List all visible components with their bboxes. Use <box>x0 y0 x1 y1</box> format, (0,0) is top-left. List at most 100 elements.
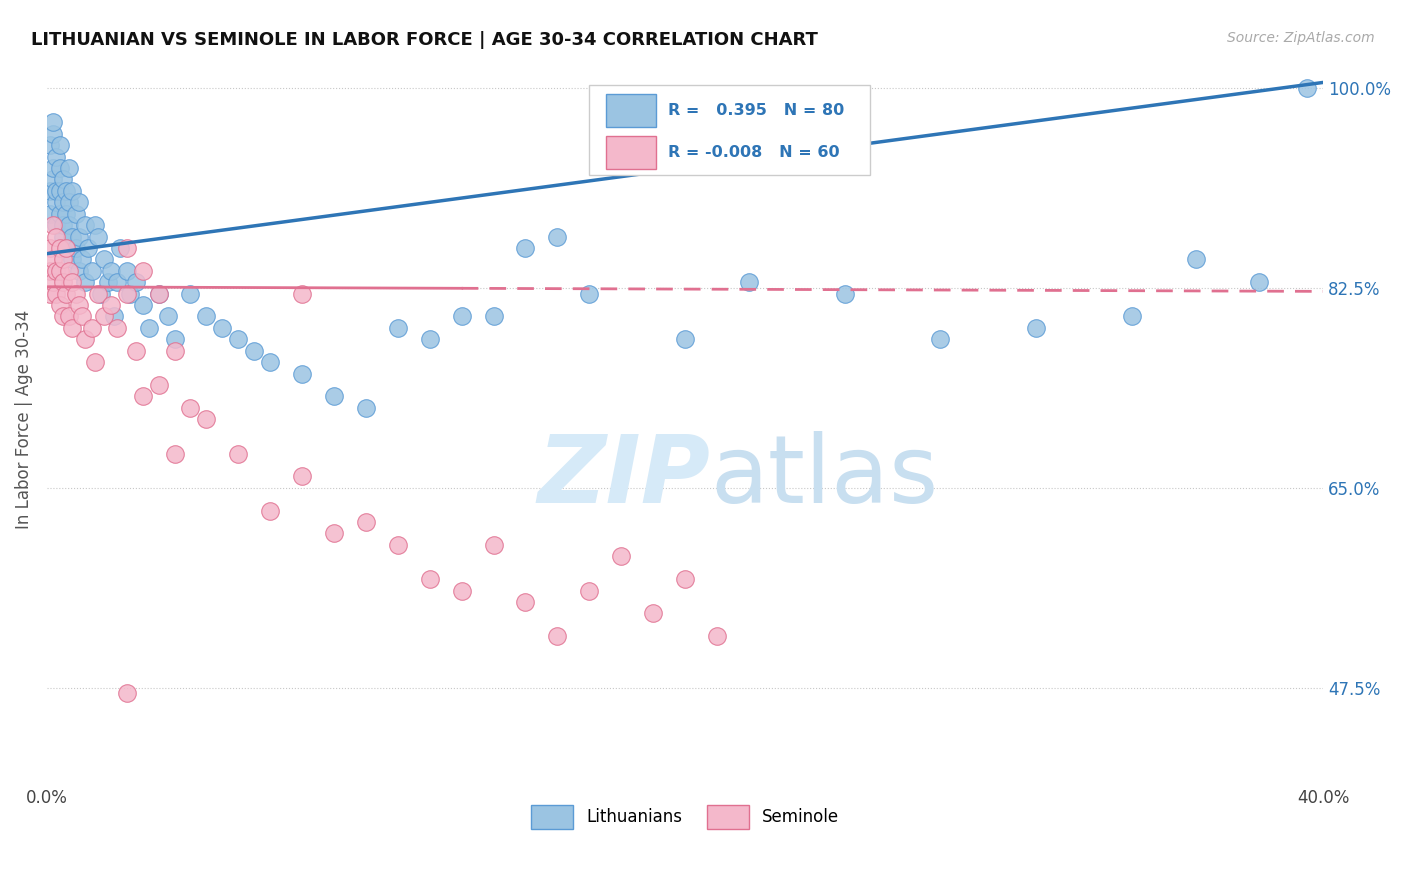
Point <box>48 184 70 198</box>
Point <box>419 572 441 586</box>
Point <box>1184 252 1206 267</box>
Point <box>115 286 138 301</box>
Point <box>70 310 93 324</box>
Text: atlas: atlas <box>710 431 939 523</box>
Point <box>195 412 218 426</box>
Point <box>93 310 115 324</box>
Point <box>834 286 856 301</box>
Point <box>706 629 728 643</box>
Text: R = -0.008   N = 60: R = -0.008 N = 60 <box>668 145 839 160</box>
Point <box>80 264 103 278</box>
Point <box>45 229 67 244</box>
Point <box>163 446 186 460</box>
Point <box>354 515 377 529</box>
Point <box>55 241 77 255</box>
FancyBboxPatch shape <box>589 85 870 175</box>
Point <box>48 138 70 153</box>
Point <box>52 252 75 267</box>
Point <box>228 446 250 460</box>
Point <box>131 389 153 403</box>
Point <box>39 286 62 301</box>
Point <box>58 310 80 324</box>
Point <box>115 686 138 700</box>
Point <box>610 549 633 564</box>
Y-axis label: In Labor Force | Age 30-34: In Labor Force | Age 30-34 <box>15 310 32 529</box>
Point <box>62 321 84 335</box>
Point <box>48 207 70 221</box>
FancyBboxPatch shape <box>606 95 655 128</box>
Point <box>75 332 97 346</box>
Point <box>179 286 201 301</box>
Point <box>450 583 472 598</box>
Point <box>515 241 537 255</box>
Point <box>75 275 97 289</box>
Point <box>105 321 128 335</box>
Point <box>62 275 84 289</box>
Point <box>55 286 77 301</box>
Point <box>1121 310 1143 324</box>
Point <box>58 218 80 232</box>
Point <box>100 264 122 278</box>
Point <box>65 241 87 255</box>
Point <box>929 332 952 346</box>
Point <box>1249 275 1271 289</box>
Point <box>39 184 62 198</box>
Point <box>65 207 87 221</box>
Point <box>578 286 600 301</box>
Point <box>45 218 67 232</box>
Point <box>96 275 118 289</box>
Point <box>83 355 105 369</box>
Point <box>45 150 67 164</box>
FancyBboxPatch shape <box>606 136 655 169</box>
Point <box>211 321 233 335</box>
Point <box>52 218 75 232</box>
Point <box>243 343 266 358</box>
Text: R =   0.395   N = 80: R = 0.395 N = 80 <box>668 103 845 118</box>
Point <box>48 264 70 278</box>
Point <box>45 195 67 210</box>
Point <box>131 264 153 278</box>
Point <box>62 229 84 244</box>
Point <box>323 526 346 541</box>
Point <box>482 538 505 552</box>
Point <box>75 218 97 232</box>
Point <box>42 218 65 232</box>
Point <box>67 229 90 244</box>
Point <box>58 264 80 278</box>
Point <box>70 252 93 267</box>
Point <box>90 286 112 301</box>
Point <box>354 401 377 415</box>
Point <box>52 275 75 289</box>
Point <box>93 252 115 267</box>
Point <box>67 264 90 278</box>
Point <box>157 310 180 324</box>
Point <box>39 138 62 153</box>
Point <box>515 595 537 609</box>
Point <box>578 583 600 598</box>
Text: ZIP: ZIP <box>537 431 710 523</box>
Point <box>87 286 110 301</box>
Point <box>163 343 186 358</box>
Point <box>65 286 87 301</box>
Text: Source: ZipAtlas.com: Source: ZipAtlas.com <box>1227 31 1375 45</box>
Point <box>62 252 84 267</box>
Point <box>259 355 281 369</box>
Point <box>419 332 441 346</box>
Point <box>42 115 65 129</box>
Point <box>195 310 218 324</box>
Point <box>42 172 65 186</box>
Point <box>58 161 80 175</box>
Point <box>1025 321 1047 335</box>
Point <box>62 184 84 198</box>
Point <box>45 286 67 301</box>
Point <box>115 241 138 255</box>
Point <box>115 264 138 278</box>
Point <box>673 572 696 586</box>
Point <box>673 332 696 346</box>
Point <box>546 229 568 244</box>
Point <box>148 286 170 301</box>
Text: LITHUANIAN VS SEMINOLE IN LABOR FORCE | AGE 30-34 CORRELATION CHART: LITHUANIAN VS SEMINOLE IN LABOR FORCE | … <box>31 31 818 49</box>
Point <box>148 378 170 392</box>
Point <box>103 310 125 324</box>
Point <box>42 127 65 141</box>
